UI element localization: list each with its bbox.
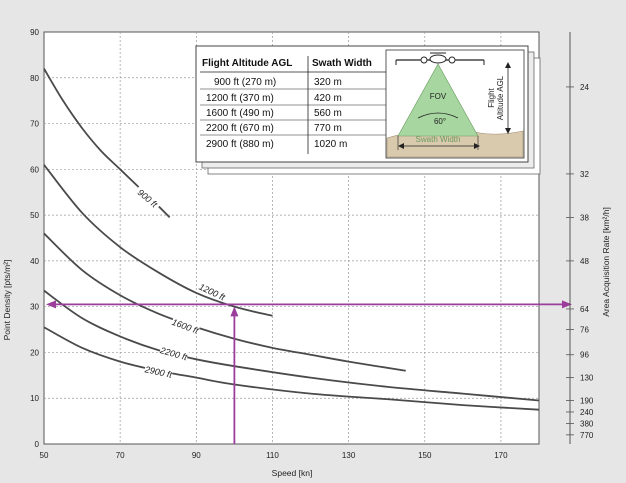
- info-card: Flight Altitude AGL Swath Width 900 ft (…: [196, 46, 540, 174]
- right-tick-label: 96: [580, 351, 589, 360]
- table-cell-altitude: 2900 ft (880 m): [206, 139, 274, 150]
- table-cell-swath: 320 m: [314, 77, 342, 88]
- right-tick-label: 770: [580, 431, 594, 440]
- table-header-altitude: Flight Altitude AGL: [202, 58, 292, 69]
- table-header-swath: Swath Width: [312, 58, 372, 69]
- x-tick-label: 130: [342, 451, 356, 460]
- right-tick-label: 190: [580, 397, 594, 406]
- table-cell-altitude: 2200 ft (670 m): [206, 123, 274, 134]
- table-cell-altitude: 1600 ft (490 m): [206, 108, 274, 119]
- y-tick-label: 30: [30, 303, 39, 312]
- y-tick-label: 70: [30, 120, 39, 129]
- y-tick-label: 10: [30, 394, 39, 403]
- right-tick-label: 130: [580, 374, 594, 383]
- x-tick-label: 110: [266, 451, 279, 460]
- altitude-label-line2: Altitude AGL: [496, 75, 505, 120]
- swath-label: Swath Width: [416, 135, 461, 144]
- x-axis-title: Speed [kn]: [272, 468, 313, 478]
- right-tick-label: 240: [580, 408, 594, 417]
- right-tick-label: 24: [580, 83, 589, 92]
- table-cell-swath: 420 m: [314, 93, 342, 104]
- y-tick-label: 60: [30, 165, 39, 174]
- x-tick-label: 50: [40, 451, 49, 460]
- y-tick-label: 20: [30, 348, 39, 357]
- y-tick-label: 90: [30, 28, 39, 37]
- altitude-label-line1: Flight: [487, 87, 496, 107]
- y-axis-title: Point Density [pts/m²]: [2, 260, 12, 341]
- fov-diagram: FOV 60° Flight Altitude AGL: [386, 50, 524, 158]
- y-tick-label: 50: [30, 211, 39, 220]
- x-tick-label: 170: [494, 451, 508, 460]
- y-tick-label: 40: [30, 257, 39, 266]
- right-tick-label: 38: [580, 213, 589, 222]
- y-axis-ticks: 0 10 20 30 40 50 60 70 80 90: [30, 28, 39, 449]
- right-tick-label: 32: [580, 170, 589, 179]
- y-tick-label: 0: [35, 440, 40, 449]
- y-tick-label: 80: [30, 74, 39, 83]
- x-tick-label: 150: [418, 451, 432, 460]
- right-tick-label: 48: [580, 257, 589, 266]
- x-tick-label: 70: [116, 451, 125, 460]
- right-tick-label: 380: [580, 419, 594, 428]
- table-cell-altitude: 1200 ft (370 m): [206, 93, 274, 104]
- right-tick-label: 76: [580, 326, 589, 335]
- table-cell-swath: 770 m: [314, 123, 342, 134]
- right-tick-label: 64: [580, 305, 589, 314]
- angle-label: 60°: [434, 117, 446, 126]
- table-cell-swath: 560 m: [314, 108, 342, 119]
- table-cell-altitude: 900 ft (270 m): [214, 77, 276, 88]
- table-cell-swath: 1020 m: [314, 139, 347, 150]
- x-axis-ticks: 50 70 90 110 130 150 170: [40, 451, 509, 460]
- fov-label: FOV: [430, 92, 447, 101]
- right-axis-title: Area Acquisition Rate [km²/h]: [601, 207, 611, 317]
- x-tick-label: 90: [192, 451, 201, 460]
